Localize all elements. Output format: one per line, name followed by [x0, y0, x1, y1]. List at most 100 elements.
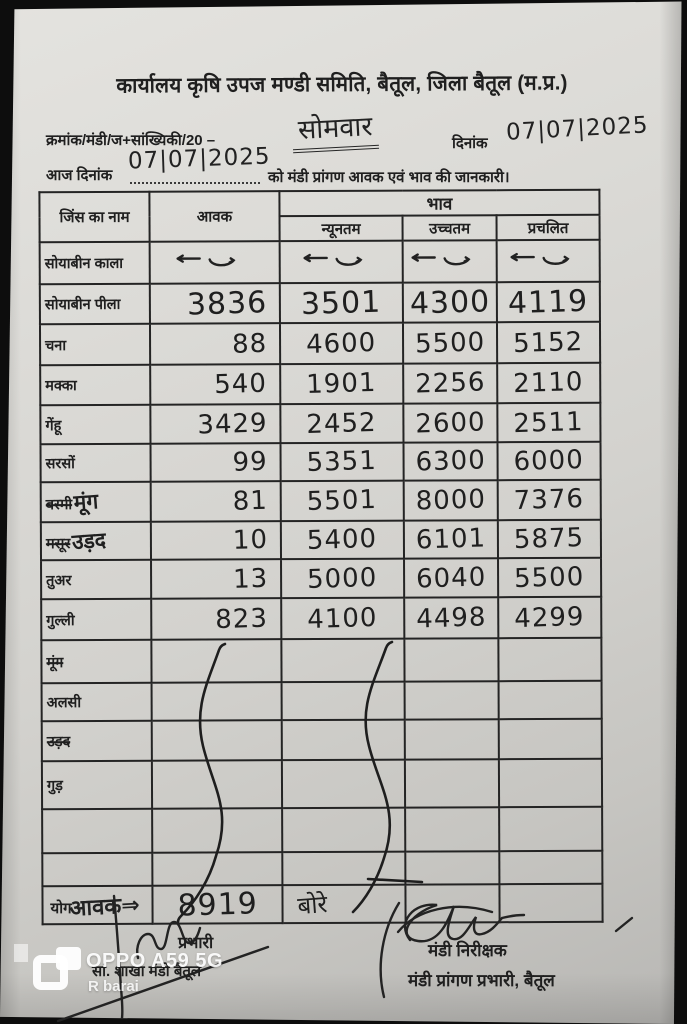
prev-value-cell: [499, 850, 603, 885]
table-row: मक्का 540 1901 2256 2110: [40, 362, 601, 406]
table-row: सोयाबीन पीला 3836 3501 4300 4119: [39, 281, 600, 325]
prev-value-cell: 4119: [496, 281, 600, 323]
min-value-cell: 1901: [280, 363, 404, 405]
handwritten-prev-value: 5152: [513, 326, 585, 359]
signatory-left-title: प्रभारी: [178, 935, 214, 952]
min-value-cell: 5351: [280, 442, 404, 482]
max-value-cell: 8000: [403, 480, 498, 521]
arrival-value-cell: 88: [149, 323, 281, 365]
handwritten-max-value: 6040: [415, 561, 487, 594]
arrival-value-cell: 540: [150, 364, 281, 405]
table-row: उड़द: [41, 718, 602, 762]
handwritten-arrival-value: 13: [232, 563, 269, 595]
handwritten-arrival-value: 3836: [186, 284, 268, 323]
min-value-cell: 4100: [281, 597, 405, 640]
commodity-label: सोयाबीन काला: [39, 241, 150, 285]
handwritten-max-value: 2256: [414, 367, 486, 400]
total-unit: बोरे: [296, 889, 329, 920]
total-handwritten-label: आवक⇒: [68, 892, 141, 922]
min-value-cell: 5501: [280, 480, 404, 522]
table-row: सरसों 99 5351 6300 6000: [40, 441, 601, 483]
table-row: चना 88 4600 5500 5152: [39, 321, 601, 366]
max-value-cell: 2600: [403, 403, 498, 443]
max-value-cell: [404, 759, 500, 808]
commodity-label: चना: [39, 323, 151, 366]
total-arrival-value: 8919: [176, 885, 259, 924]
handwritten-max-value: 5500: [414, 326, 486, 359]
max-value-cell: 4498: [404, 597, 499, 639]
nil-mark: [302, 253, 362, 266]
handwritten-arrival-value: 99: [232, 446, 269, 478]
commodity-label: मक्का: [40, 364, 151, 406]
commodity-label: तुअर: [41, 559, 152, 600]
min-value-cell: 5000: [281, 558, 405, 599]
handwritten-prev-value: 2511: [513, 406, 585, 439]
table-row: मूंग: [41, 637, 602, 684]
handwritten-min-value: 1901: [306, 367, 378, 400]
commodity-label: [42, 852, 153, 887]
arrival-value-cell: 81: [150, 481, 281, 522]
arrival-value-cell: 823: [151, 598, 282, 640]
prev-value-cell: [499, 806, 603, 852]
col-header-price-group: भाव: [279, 189, 600, 217]
min-value-cell: [281, 681, 405, 721]
max-value-cell: [405, 807, 500, 852]
mandi-rate-table: जिंस का नाम आवक भाव न्यूनतम उच्चतम प्रचल…: [38, 189, 603, 925]
handwritten-max-value: 8000: [415, 484, 487, 517]
arrival-value-cell: [152, 852, 283, 886]
handwritten-max-value: 6300: [415, 445, 487, 478]
handwritten-prev-value: 7376: [513, 483, 585, 517]
max-value-cell: [402, 240, 497, 283]
handwritten-commodity-label: मूंग: [73, 489, 100, 515]
prev-value-cell: 5875: [497, 519, 602, 559]
min-value-cell: [282, 807, 406, 853]
signatory-left-office: सां. शाखा मंडी बैतूल: [92, 963, 202, 980]
handwritten-max-value: 6101: [415, 523, 487, 556]
handwritten-prev-value: 4299: [514, 601, 586, 634]
commodity-label: मूंग: [41, 639, 152, 684]
max-value-cell: 6101: [403, 520, 499, 559]
arrival-value-cell: 3429: [150, 404, 281, 444]
handwritten-prev-value: 4119: [507, 283, 590, 321]
nil-mark: [176, 253, 236, 266]
arrival-value-cell: [151, 720, 282, 761]
handwritten-arrival-value: 10: [232, 524, 269, 556]
arrival-value-cell: 13: [151, 559, 282, 599]
min-value-cell: [281, 719, 405, 761]
prev-value-cell: [498, 718, 602, 760]
reference-number: क्रमांक/मंडी/ज+सांख्यिकी/20 –: [46, 132, 216, 149]
prev-value-cell: 7376: [497, 479, 601, 521]
min-value-cell: [279, 240, 403, 284]
max-value-cell: [405, 851, 500, 885]
dotted-line: [130, 182, 260, 184]
col-header-commodity: जिंस का नाम: [39, 191, 150, 243]
max-value-cell: 5500: [402, 322, 498, 364]
handwritten-min-value: 5351: [306, 445, 378, 478]
arrival-value-cell: [151, 760, 283, 809]
max-value-cell: 6040: [404, 558, 499, 598]
handwritten-date-intro: 07|07|2025: [127, 143, 271, 175]
handwritten-prev-value: 5500: [514, 561, 586, 594]
intro-prefix: आज दिनांक: [46, 167, 113, 184]
prev-value-cell: [498, 680, 602, 720]
handwritten-arrival-value: 81: [232, 485, 269, 517]
signatory-right-office: मंडी प्रांगण प्रभारी, बैतूल: [408, 971, 555, 990]
min-value-cell: 5400: [280, 520, 405, 560]
table-row: गुड़: [41, 758, 603, 810]
device-watermark: OPPO A59 5G: [86, 950, 224, 972]
handwritten-commodity-label: उड़द: [71, 527, 108, 555]
min-value-cell: 4600: [279, 322, 404, 365]
handwritten-min-value: 5400: [306, 523, 378, 556]
max-value-cell: 2256: [403, 363, 498, 404]
min-value-cell: 2452: [280, 403, 404, 444]
commodity-label: बस्मीमूंग: [40, 481, 151, 523]
handwritten-prev-value: 6000: [513, 444, 585, 478]
office-title: कार्यालय कृषि उपज मण्डी समिति, बैतूल, जि…: [116, 71, 568, 98]
min-value-cell: [282, 851, 406, 886]
nil-mark: [509, 252, 569, 265]
handwritten-arrival-value: 823: [215, 603, 269, 635]
handwritten-max-value: 2600: [414, 406, 486, 439]
handwritten-arrival-value: 88: [231, 328, 268, 360]
